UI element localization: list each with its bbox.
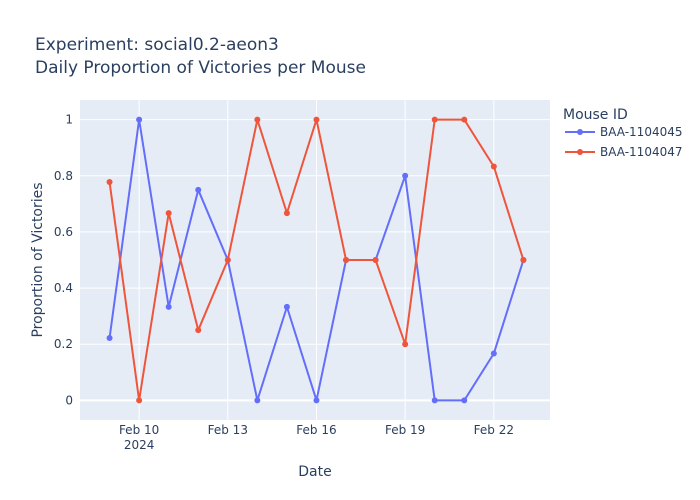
legend[interactable]: BAA-1104045 BAA-1104047 [565, 125, 683, 159]
series-BAA-1104045 [106, 116, 527, 404]
data-point[interactable] [343, 257, 350, 263]
x-axis-label: Date [298, 464, 331, 480]
data-point[interactable] [520, 257, 527, 263]
data-point[interactable] [490, 350, 497, 357]
y-tick-label: 0.4 [54, 281, 73, 295]
legend-swatch-marker [577, 129, 583, 135]
data-point[interactable] [431, 397, 438, 404]
chart-title: Experiment: social0.2-aeon3 [35, 35, 279, 55]
x-tick-sublabel: 2024 [124, 438, 155, 452]
x-tick-label: Feb 19 [385, 423, 425, 437]
legend-swatch-marker [577, 149, 583, 155]
data-point[interactable] [254, 116, 261, 123]
data-point[interactable] [313, 116, 320, 123]
data-point[interactable] [165, 303, 172, 310]
series-BAA-1104047 [106, 116, 527, 404]
legend-item[interactable]: BAA-1104045 [565, 125, 683, 139]
y-tick-labels: 0 0.2 0.4 0.6 0.8 1 [54, 113, 73, 408]
data-point[interactable] [106, 335, 113, 342]
legend-title: Mouse ID [563, 107, 628, 123]
y-tick-label: 0.2 [54, 337, 73, 351]
data-point[interactable] [165, 210, 172, 217]
x-tick-label: Feb 22 [474, 423, 514, 437]
y-axis-label: Proportion of Victories [30, 182, 46, 337]
data-point[interactable] [195, 186, 202, 193]
data-point[interactable] [136, 397, 143, 404]
y-tick-label: 0.8 [54, 169, 73, 183]
data-point[interactable] [106, 178, 113, 185]
x-tick-label: Feb 16 [296, 423, 336, 437]
legend-item[interactable]: BAA-1104047 [565, 145, 683, 159]
series-group [106, 116, 527, 404]
data-point[interactable] [224, 257, 231, 263]
data-point[interactable] [402, 172, 409, 179]
data-point[interactable] [254, 397, 261, 404]
chart-subtitle: Daily Proportion of Victories per Mouse [35, 58, 366, 78]
x-tick-label: Feb 10 [119, 423, 159, 437]
plot-area [80, 100, 550, 420]
y-tick-label: 0 [65, 393, 73, 407]
data-point[interactable] [283, 210, 290, 217]
data-point[interactable] [431, 116, 438, 123]
legend-label: BAA-1104045 [600, 125, 683, 139]
data-point[interactable] [490, 163, 497, 170]
y-tick-label: 0.6 [54, 225, 73, 239]
y-tick-label: 1 [65, 113, 73, 127]
data-point[interactable] [461, 397, 468, 404]
data-point[interactable] [283, 303, 290, 310]
data-point[interactable] [313, 397, 320, 404]
data-point[interactable] [461, 116, 468, 123]
x-tick-label: Feb 13 [208, 423, 248, 437]
data-point[interactable] [402, 341, 409, 348]
data-point[interactable] [195, 327, 202, 334]
data-point[interactable] [136, 116, 143, 123]
legend-label: BAA-1104047 [600, 145, 683, 159]
data-point[interactable] [372, 257, 379, 263]
